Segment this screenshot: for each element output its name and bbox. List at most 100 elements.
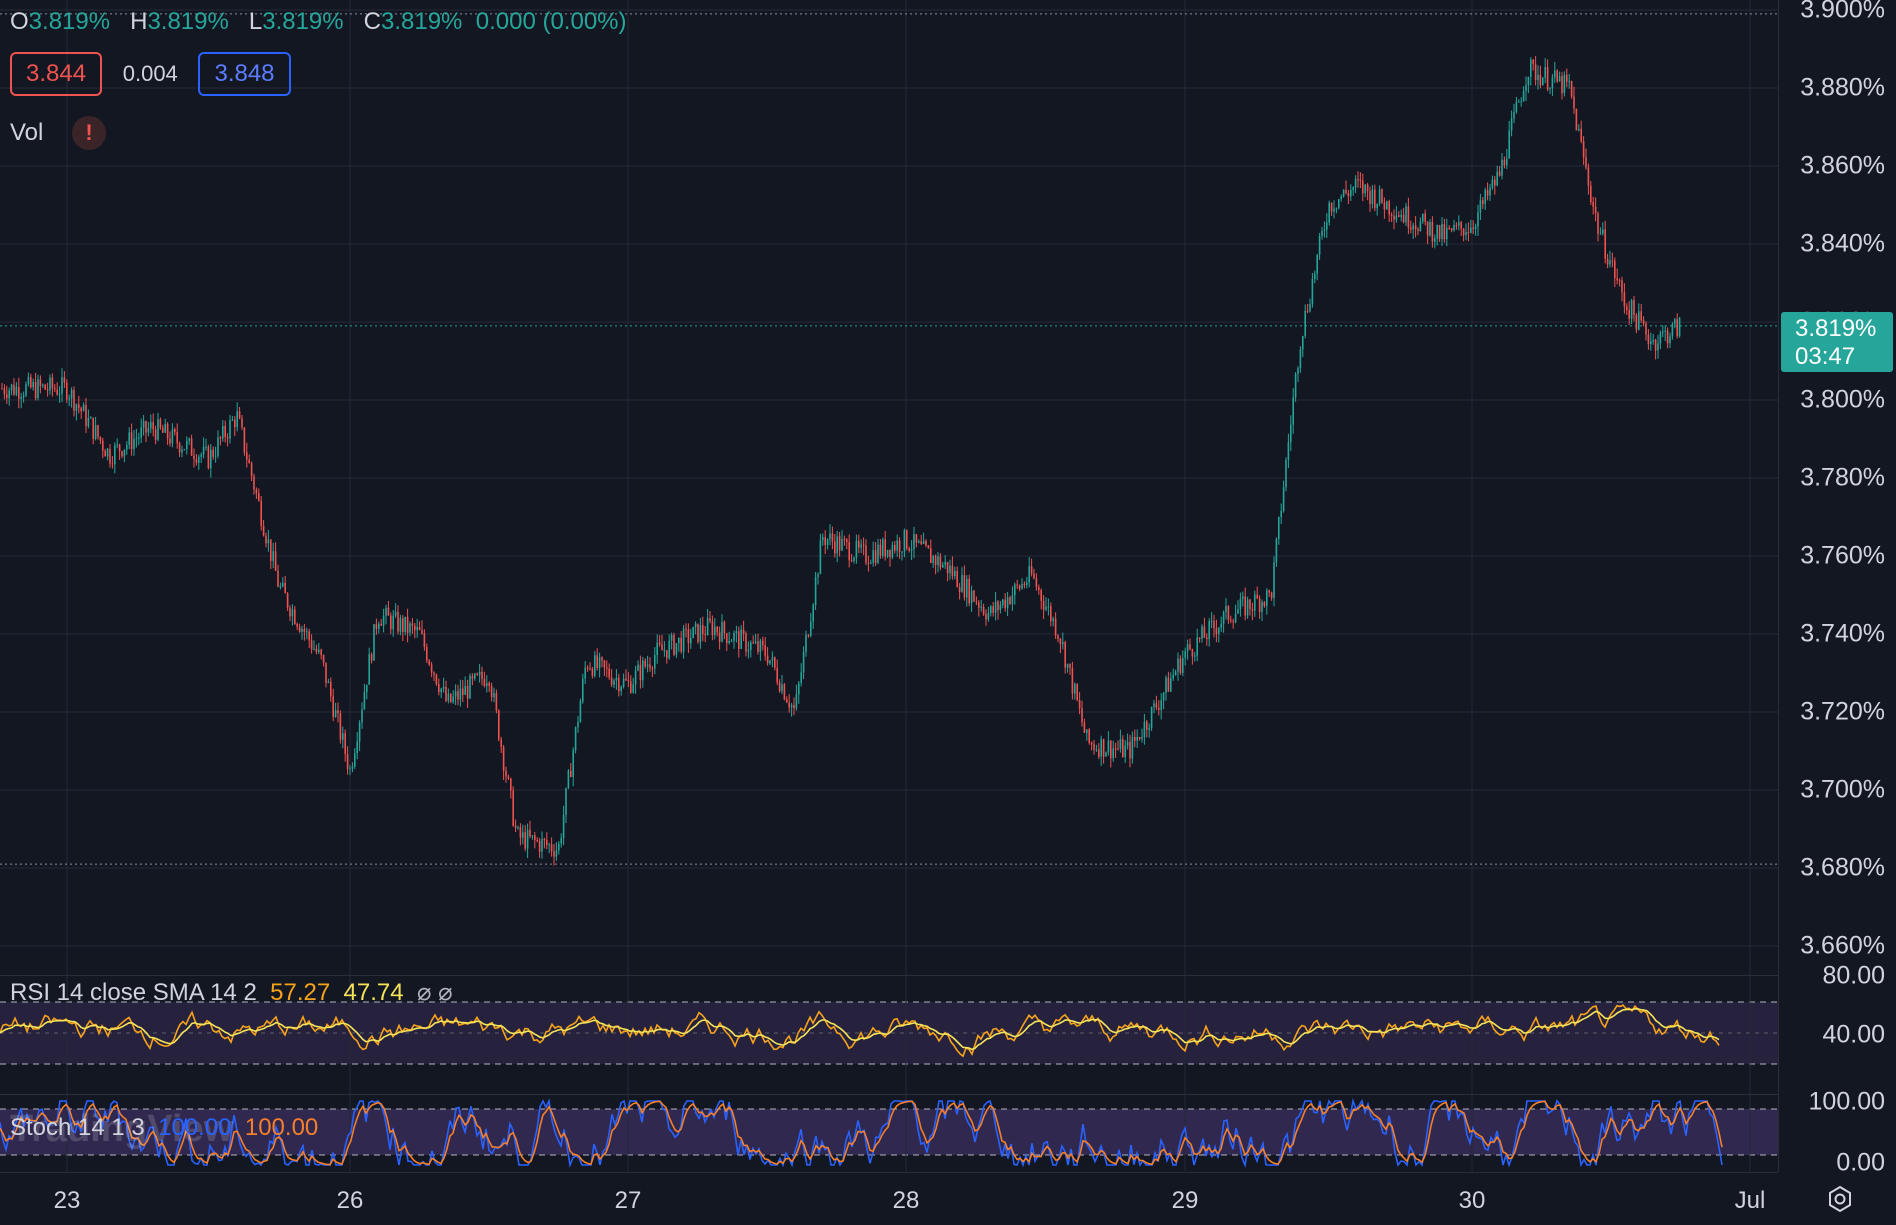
candle-body	[1225, 606, 1227, 612]
candle-body	[862, 544, 865, 546]
candle-body	[1347, 193, 1350, 197]
price-axis[interactable]: 3.900%3.880%3.860%3.840%3.820%3.800%3.78…	[1778, 0, 1896, 1177]
candle-body	[634, 670, 637, 685]
candle-body	[987, 612, 990, 620]
candle-body	[27, 376, 30, 385]
price-chart[interactable]	[0, 0, 1778, 975]
candle-body	[870, 562, 872, 564]
candle-body	[121, 451, 123, 457]
candle-body	[265, 535, 267, 544]
candle-body	[286, 593, 289, 608]
candle-body	[1059, 638, 1062, 645]
pane-separator[interactable]	[0, 1094, 1896, 1095]
candle-body	[1186, 644, 1189, 652]
pane-separator[interactable]	[0, 975, 1896, 976]
sell-button[interactable]: 3.844	[10, 52, 103, 96]
candle-body	[1158, 707, 1160, 710]
candle-body	[330, 681, 332, 697]
candle-body	[1107, 740, 1110, 753]
buy-button[interactable]: 3.848	[198, 52, 291, 96]
candle-body	[1170, 678, 1172, 692]
candle-body	[1405, 206, 1407, 223]
rsi-pane[interactable]	[0, 976, 1778, 1094]
candle-body	[1258, 598, 1261, 612]
candle-body	[1376, 203, 1378, 209]
candle-body	[1489, 187, 1491, 196]
candle-body	[1460, 222, 1462, 229]
candle-body	[558, 843, 560, 851]
candle-body	[716, 626, 718, 633]
candle-body	[466, 685, 469, 699]
settings-icon[interactable]	[1826, 1185, 1854, 1213]
candle-body	[1590, 185, 1592, 203]
candle-body	[685, 628, 687, 630]
candle-body	[507, 776, 510, 779]
candle-body	[1266, 590, 1268, 606]
candle-body	[930, 548, 932, 564]
candle-body	[567, 770, 570, 788]
warning-icon[interactable]: !	[72, 116, 107, 150]
time-axis-label: 26	[336, 1187, 364, 1214]
candle-body	[766, 655, 769, 664]
candle-body	[56, 389, 58, 395]
candle-body	[903, 530, 906, 552]
candle-body	[1165, 677, 1167, 693]
candle-body	[159, 419, 162, 428]
rsi-legend[interactable]: RSI 14 close SMA 14 2 57.27 47.74 ⌀ ⌀	[10, 978, 453, 1007]
candle-body	[106, 448, 109, 457]
candle-body	[1155, 703, 1158, 708]
price-axis-label: 3.660%	[1800, 931, 1885, 960]
candle-body	[1150, 706, 1153, 729]
candle-body	[270, 539, 272, 561]
candle-body	[358, 722, 361, 742]
candle-body	[865, 545, 867, 563]
stoch-pane[interactable]	[0, 1095, 1778, 1171]
candle-body	[368, 654, 370, 685]
candle-body	[370, 654, 373, 661]
candle-body	[1438, 225, 1441, 240]
candle-body	[279, 586, 282, 588]
candle-body	[1527, 76, 1530, 86]
candle-body	[1148, 728, 1150, 730]
candle-body	[970, 590, 973, 604]
candle-body	[109, 448, 111, 464]
candle-body	[1167, 677, 1170, 692]
candle-body	[1242, 596, 1244, 599]
low-value: 3.819%	[262, 8, 344, 35]
candle-body	[238, 411, 241, 419]
tradingview-watermark: TradingView	[10, 1108, 234, 1150]
candle-body	[1074, 684, 1076, 694]
candle-body	[30, 376, 32, 388]
candle-body	[1237, 609, 1239, 614]
vol-legend[interactable]: Vol !	[10, 116, 107, 150]
candle-body	[908, 548, 910, 551]
candle-body	[1062, 642, 1064, 645]
price-axis-label: 3.680%	[1800, 853, 1885, 882]
price-chart-pane[interactable]	[0, 0, 1778, 975]
candle-body	[1640, 311, 1642, 321]
candle-body	[363, 692, 366, 710]
candle-body	[740, 629, 742, 649]
candle-body	[733, 633, 735, 641]
candle-body	[738, 631, 740, 649]
candle-body	[1162, 692, 1165, 701]
candle-body	[639, 664, 642, 681]
candle-body	[598, 657, 601, 668]
stoch-legend[interactable]: Stoch 14 1 3 100.00 100.00	[10, 1114, 318, 1142]
candle-body	[1100, 739, 1102, 757]
candle-body	[699, 625, 702, 643]
candle-body	[476, 673, 478, 675]
candle-body	[1304, 310, 1306, 336]
candle-body	[1066, 663, 1069, 668]
candle-body	[841, 539, 843, 551]
candle-body	[961, 575, 963, 592]
candle-body	[1326, 222, 1328, 230]
candle-body	[790, 704, 793, 708]
candle-body	[1578, 128, 1580, 131]
candle-body	[692, 626, 694, 639]
candle-body	[1599, 233, 1602, 235]
open-value: 3.819%	[28, 8, 111, 35]
candle-body	[1364, 184, 1366, 194]
candle-body	[94, 425, 97, 440]
time-axis[interactable]: 23 26 27 28 29 30 Jul	[0, 1172, 1851, 1225]
